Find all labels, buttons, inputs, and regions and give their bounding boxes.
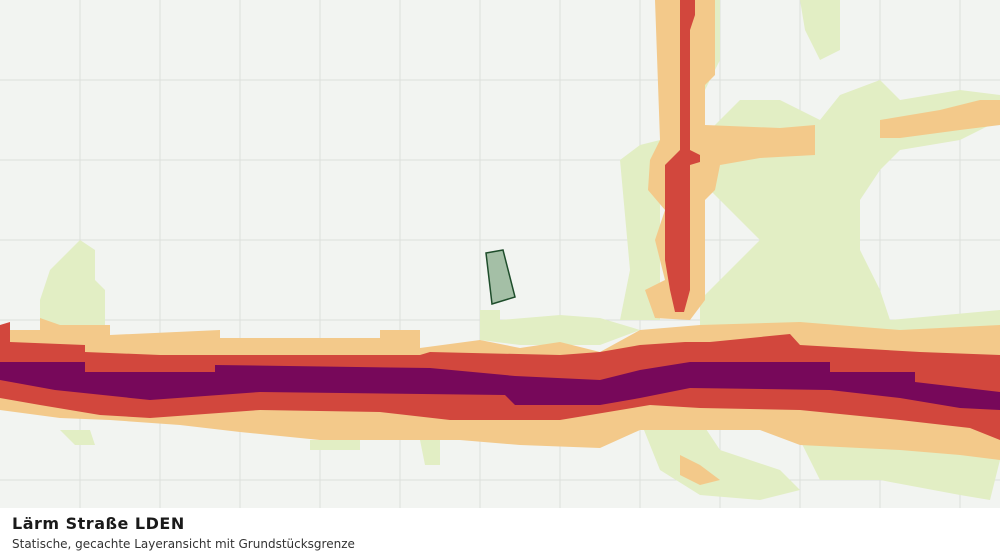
noise-zone-medium <box>680 455 720 485</box>
noise-zone-very-high <box>0 362 1000 410</box>
noise-map <box>0 0 1000 508</box>
noise-zone-medium <box>880 100 1000 138</box>
layer-info: Lärm Straße LDEN Statische, gecachte Lay… <box>0 508 1000 560</box>
parcel-boundary[interactable] <box>485 249 516 305</box>
layer-title: Lärm Straße LDEN <box>12 514 185 533</box>
noise-zone-high <box>665 0 700 312</box>
layer-subtitle: Statische, gecachte Layeransicht mit Gru… <box>12 537 355 551</box>
